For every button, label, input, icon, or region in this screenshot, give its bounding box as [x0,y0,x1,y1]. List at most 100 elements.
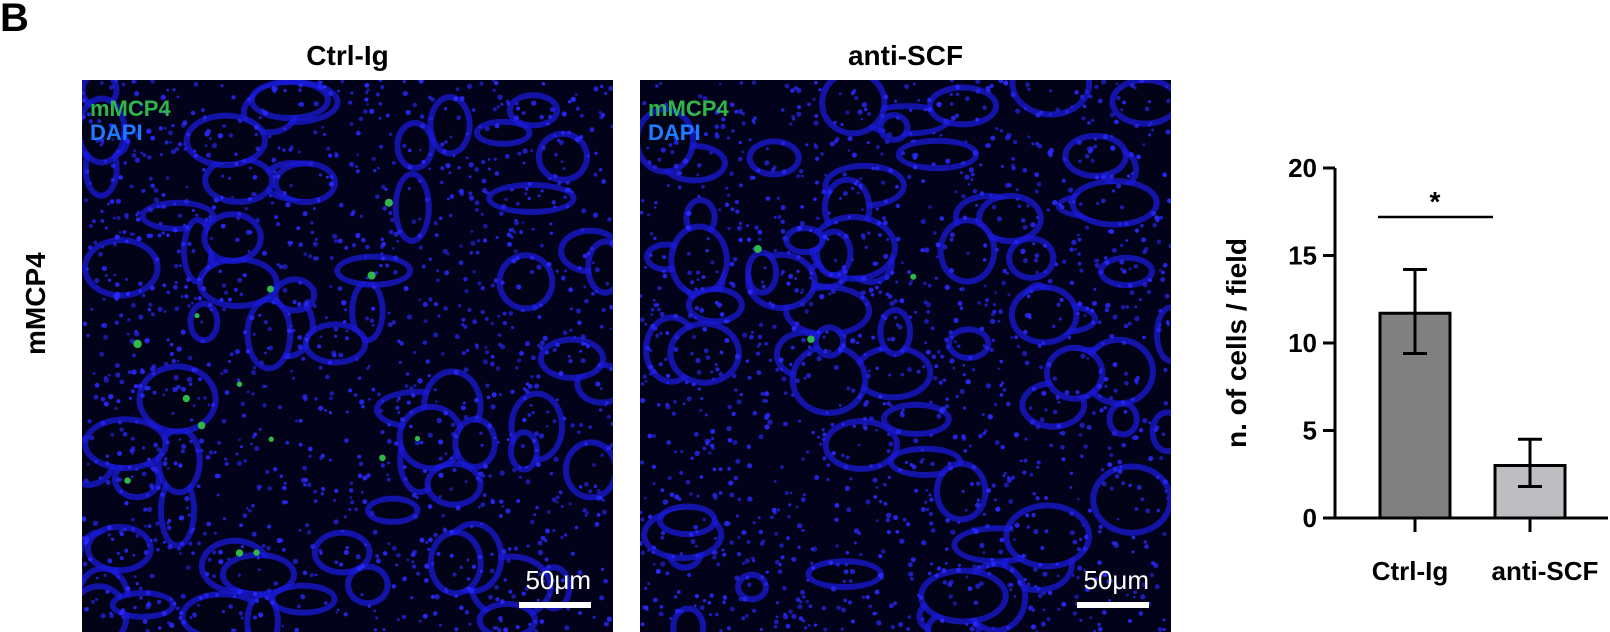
nucleus [162,393,166,397]
nucleus [186,376,193,383]
nucleus [487,167,491,171]
nucleus [950,529,956,535]
nucleus [797,545,801,549]
nucleus [1008,499,1014,505]
nucleus [806,373,812,379]
nucleus [178,463,183,468]
nucleus [728,480,734,486]
nucleus [738,221,743,225]
nucleus [1163,400,1169,406]
nucleus [1084,153,1090,159]
nucleus [1148,455,1154,462]
nucleus [981,413,985,416]
nucleus [945,344,951,350]
nucleus [773,619,779,625]
nucleus [88,557,93,562]
nucleus [679,609,684,613]
nucleus [609,241,613,245]
nucleus [425,541,429,544]
nucleus [640,550,645,556]
nucleus [452,467,457,473]
nucleus [842,269,848,275]
nucleus [236,378,241,382]
nucleus [313,489,318,494]
nucleus [999,128,1004,133]
nucleus [204,217,209,222]
nucleus [308,254,313,259]
nucleus [1091,320,1096,325]
nucleus [814,114,819,118]
nucleus [782,235,788,242]
nucleus [284,500,288,505]
nucleus [514,218,518,222]
nucleus [878,554,883,559]
nucleus [436,417,442,424]
nucleus [1101,610,1107,615]
nucleus [1052,409,1058,415]
nucleus [882,216,886,221]
nucleus [599,595,605,601]
gland-lumen [1115,82,1171,121]
nucleus [153,442,159,448]
nucleus [1055,562,1059,566]
nucleus [575,308,581,314]
nucleus [357,473,363,479]
nucleus [1134,305,1138,309]
nucleus [468,195,475,201]
nucleus [418,179,422,183]
scale-bar-label: 50μm [525,565,591,595]
nucleus [272,174,276,179]
nucleus [819,293,825,300]
nucleus [592,615,596,619]
nucleus [578,134,584,140]
nucleus [499,499,504,504]
nucleus [229,352,234,357]
nucleus [734,575,740,581]
nucleus [348,100,353,105]
nucleus [788,273,794,279]
nucleus [1001,280,1007,286]
nucleus [924,341,928,345]
nucleus [961,489,965,493]
nucleus [387,542,391,546]
nucleus [878,499,883,504]
nucleus [758,322,764,328]
nucleus [552,529,556,533]
nucleus [413,384,417,388]
nucleus [242,273,247,278]
nucleus [326,146,331,151]
nucleus [914,488,919,493]
nucleus [261,543,266,548]
nucleus [741,121,746,126]
nucleus [527,413,532,417]
mmcp4-cell [194,313,200,319]
nucleus [176,346,182,352]
gland-lumen [741,577,764,597]
nucleus [877,232,883,238]
nucleus [801,528,805,532]
nucleus [883,94,889,100]
nucleus [220,223,226,229]
nucleus [1105,302,1111,309]
nucleus [701,184,705,189]
nucleus [520,444,525,449]
nucleus [910,557,916,563]
nucleus [150,80,155,84]
nucleus [759,628,763,631]
nucleus [561,131,565,135]
nucleus [781,270,785,274]
nucleus [1128,483,1132,488]
nucleus [1060,445,1065,450]
nucleus [802,493,806,497]
nucleus [843,334,847,339]
nucleus [490,498,494,501]
nucleus [115,363,120,368]
nucleus [427,432,433,438]
nucleus [867,369,871,373]
nucleus [1059,431,1063,435]
nucleus [893,298,898,304]
nucleus [471,108,476,112]
nucleus [119,379,125,385]
nucleus [647,548,650,552]
nucleus [119,427,124,432]
